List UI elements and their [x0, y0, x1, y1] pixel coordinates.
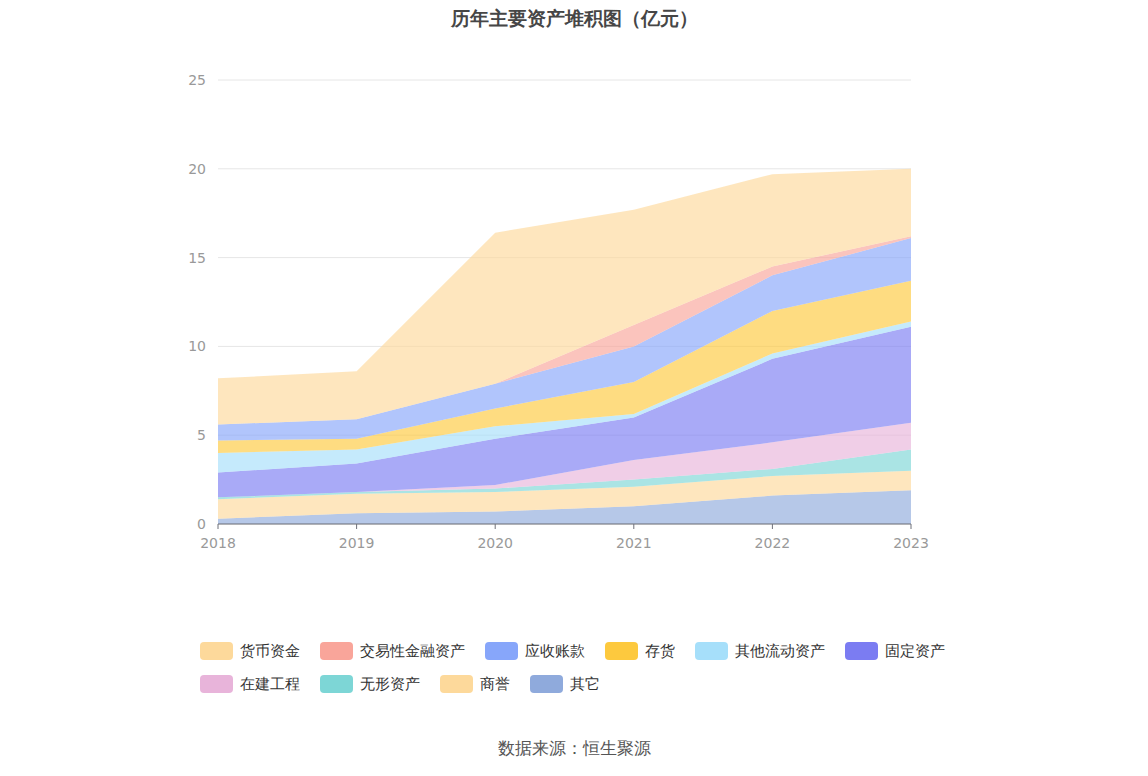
legend-item[interactable]: 无形资产	[320, 675, 420, 693]
x-tick	[495, 524, 496, 529]
legend-item[interactable]: 在建工程	[200, 675, 300, 693]
legend-label: 其它	[570, 675, 600, 693]
x-tick-label: 2020	[477, 535, 513, 551]
legend-item[interactable]: 其它	[530, 675, 600, 693]
chart: 历年主要资产堆积图（亿元） 0 5 10 15 20 25 2018 2019 2020 2021 2…	[0, 0, 1148, 776]
legend-swatch	[605, 642, 638, 660]
source: 数据来源：恒生聚源	[498, 738, 651, 758]
y-tick-label: 0	[197, 516, 206, 532]
x-tick	[911, 524, 912, 529]
x-tick	[772, 524, 773, 529]
plot-area	[218, 169, 911, 524]
grid-line	[218, 80, 911, 81]
title: 历年主要资产堆积图（亿元）	[450, 7, 698, 29]
legend-swatch	[695, 642, 728, 660]
legend-label: 货币资金	[240, 642, 300, 660]
legend-swatch	[440, 675, 473, 693]
legend-label: 其他流动资产	[735, 642, 825, 660]
legend-item[interactable]: 固定资产	[845, 642, 945, 660]
legend-label: 存货	[645, 642, 675, 660]
y-tick-label: 10	[188, 338, 206, 354]
area	[218, 169, 911, 425]
legend-item[interactable]: 应收账款	[485, 642, 585, 660]
legend-item[interactable]: 交易性金融资产	[320, 642, 465, 660]
x-tick	[218, 524, 219, 529]
legend-swatch	[200, 642, 233, 660]
legend-item[interactable]: 存货	[605, 642, 675, 660]
legend-item[interactable]: 货币资金	[200, 642, 300, 660]
y-tick-label: 15	[188, 250, 206, 266]
legend-swatch	[485, 642, 518, 660]
legend-label: 应收账款	[525, 642, 585, 660]
grid-line	[218, 168, 911, 169]
legend-swatch	[200, 675, 233, 693]
x-tick-label: 2021	[616, 535, 652, 551]
x-axis	[218, 524, 911, 525]
x-tick	[356, 524, 357, 529]
y-tick-label: 25	[188, 72, 206, 88]
legend-label: 固定资产	[885, 642, 945, 660]
y-tick-label: 5	[197, 427, 206, 443]
x-tick-label: 2023	[893, 535, 929, 551]
y-tick-label: 20	[188, 161, 206, 177]
legend-swatch	[320, 675, 353, 693]
legend-label: 交易性金融资产	[360, 642, 465, 660]
x-tick-label: 2022	[755, 535, 791, 551]
legend-swatch	[530, 675, 563, 693]
x-tick-label: 2019	[339, 535, 375, 551]
legend-item[interactable]: 商誉	[440, 675, 510, 693]
x-tick-label: 2018	[200, 535, 236, 551]
legend-item[interactable]: 其他流动资产	[695, 642, 825, 660]
legend-label: 商誉	[480, 675, 510, 693]
x-tick	[633, 524, 634, 529]
legend-swatch	[845, 642, 878, 660]
legend-label: 在建工程	[240, 675, 300, 693]
legend-label: 无形资产	[360, 675, 420, 693]
grid-line	[218, 524, 911, 525]
legend-swatch	[320, 642, 353, 660]
